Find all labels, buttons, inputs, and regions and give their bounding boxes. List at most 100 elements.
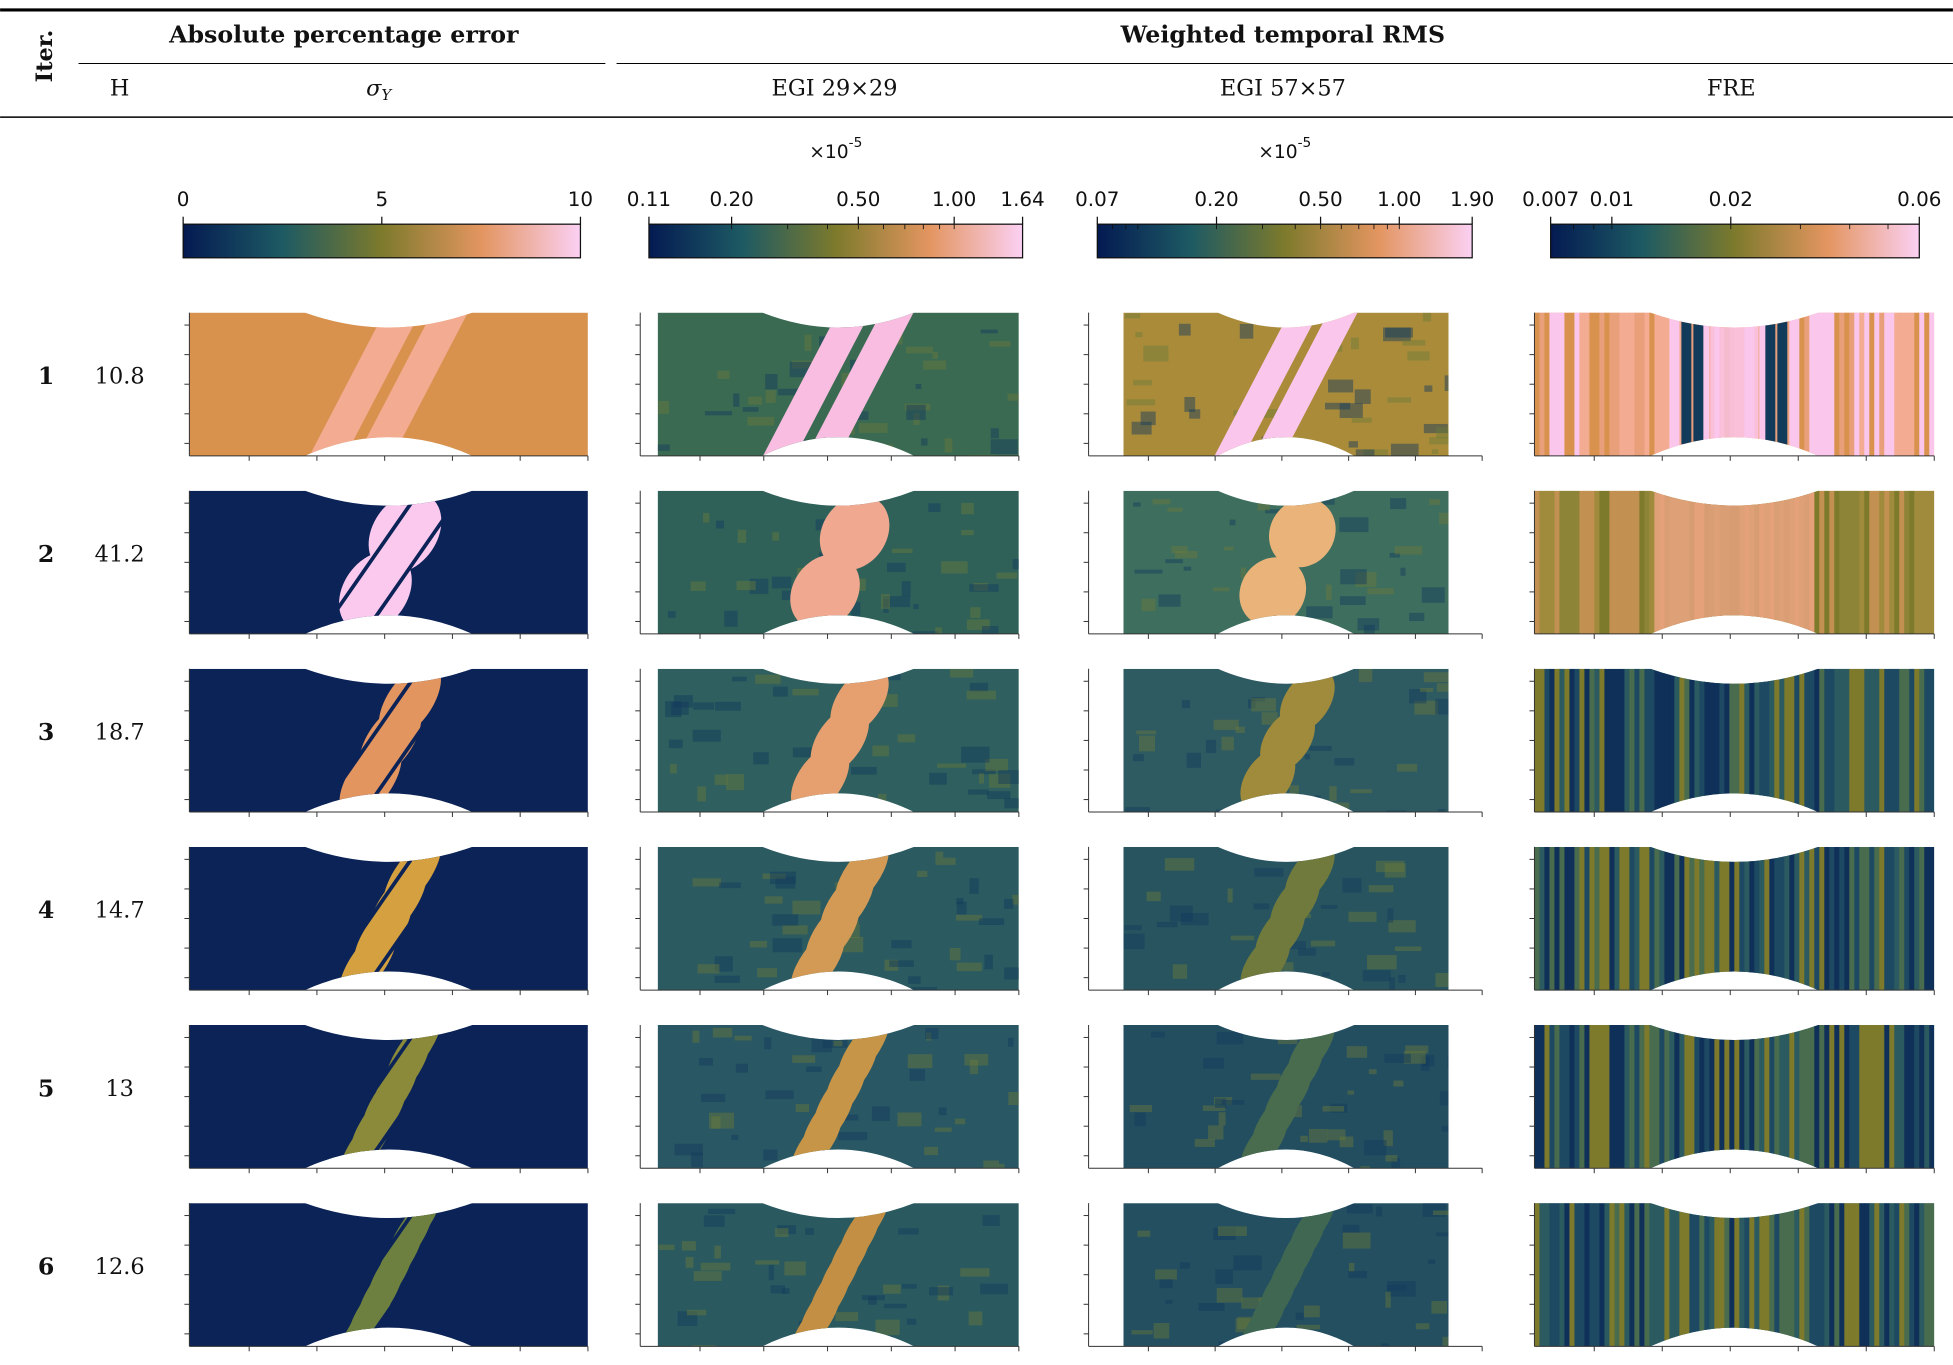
texture xyxy=(1340,569,1366,584)
stripe xyxy=(1814,313,1820,456)
texture xyxy=(950,669,973,678)
stripe xyxy=(1889,847,1895,990)
texture xyxy=(1008,1038,1013,1047)
texture xyxy=(1355,389,1371,404)
column-header: FRE xyxy=(1707,76,1756,102)
texture xyxy=(939,1107,947,1115)
group-header: Absolute percentage error xyxy=(168,21,519,49)
stripe xyxy=(1564,491,1570,634)
texture xyxy=(766,1090,794,1099)
texture xyxy=(669,740,683,749)
stripe xyxy=(1759,1025,1765,1168)
texture xyxy=(772,914,798,925)
texture xyxy=(737,581,756,590)
stripe xyxy=(1769,669,1775,812)
stripe xyxy=(1574,491,1580,634)
texture xyxy=(738,530,746,543)
tick-label: 1.00 xyxy=(1377,188,1421,211)
tick-label: 10 xyxy=(568,188,593,211)
dark-stripe xyxy=(1693,313,1703,456)
texture xyxy=(805,335,812,351)
stripe xyxy=(1809,847,1815,990)
texture xyxy=(1133,502,1140,506)
stripe xyxy=(1894,669,1900,812)
tick-label: 0.20 xyxy=(709,188,753,211)
stripe xyxy=(1929,847,1935,990)
stripe xyxy=(1624,491,1630,634)
stripe xyxy=(1919,313,1925,456)
stripe xyxy=(1564,847,1570,990)
texture xyxy=(1429,437,1458,444)
texture xyxy=(921,438,927,445)
stripe xyxy=(1744,1025,1750,1168)
stripe xyxy=(1604,669,1610,812)
texture xyxy=(1208,1125,1223,1139)
texture xyxy=(692,1031,699,1043)
texture xyxy=(719,882,741,888)
texture xyxy=(694,1271,722,1281)
base: ×10 xyxy=(1258,141,1297,162)
stripe xyxy=(1694,1025,1700,1168)
texture xyxy=(1004,798,1028,808)
texture xyxy=(1289,785,1299,800)
texture xyxy=(1219,1342,1226,1355)
texture xyxy=(796,1104,809,1112)
stripe xyxy=(1859,669,1865,812)
tick-label: 0.11 xyxy=(627,188,671,211)
stripe xyxy=(1714,1025,1720,1168)
texture xyxy=(670,764,677,773)
texture xyxy=(1311,941,1335,947)
texture xyxy=(1432,449,1438,454)
texture xyxy=(892,549,913,553)
texture xyxy=(1124,925,1141,930)
stripe xyxy=(1584,669,1590,812)
stripe xyxy=(1534,847,1540,990)
texture xyxy=(908,1054,933,1068)
texture xyxy=(715,702,741,711)
texture xyxy=(838,1132,867,1140)
stripe xyxy=(1854,669,1860,812)
stripe xyxy=(1654,1203,1660,1346)
texture xyxy=(1385,328,1413,338)
stripe xyxy=(1889,1203,1895,1346)
stripe xyxy=(1704,1025,1710,1168)
iter-label: 2 xyxy=(38,540,54,568)
stripe xyxy=(1579,491,1585,634)
stripe xyxy=(1599,669,1605,812)
texture xyxy=(658,1245,674,1250)
stripe xyxy=(1539,669,1545,812)
stripe xyxy=(1864,1025,1870,1168)
stripe xyxy=(1584,1203,1590,1346)
stripe xyxy=(1894,1203,1900,1346)
stripe xyxy=(1649,1025,1655,1168)
texture xyxy=(1364,1140,1386,1155)
texture xyxy=(705,411,732,415)
center xyxy=(1654,491,1814,634)
stripe xyxy=(1659,669,1665,812)
stripe xyxy=(1549,1025,1555,1168)
texture xyxy=(697,964,719,973)
texture xyxy=(1376,1207,1382,1217)
colorbar xyxy=(649,224,1023,258)
texture xyxy=(766,390,776,403)
texture xyxy=(1440,1091,1452,1105)
stripe xyxy=(1814,491,1820,634)
stripe xyxy=(1844,1025,1850,1168)
texture xyxy=(701,1263,731,1271)
stripe xyxy=(1584,491,1590,634)
stripe xyxy=(1809,313,1815,456)
texture xyxy=(1315,795,1321,808)
texture xyxy=(982,626,999,640)
stripe xyxy=(1709,1025,1715,1168)
texture xyxy=(928,503,940,512)
stripe xyxy=(1714,847,1720,990)
stripe xyxy=(1899,847,1905,990)
stripe xyxy=(1884,847,1890,990)
texture xyxy=(1360,1166,1370,1176)
texture xyxy=(1215,1269,1233,1284)
field-panel xyxy=(189,828,588,1008)
stripe xyxy=(1664,847,1670,990)
texture xyxy=(658,401,669,414)
stripe xyxy=(1854,1203,1860,1346)
h-value: 41.2 xyxy=(95,541,145,567)
